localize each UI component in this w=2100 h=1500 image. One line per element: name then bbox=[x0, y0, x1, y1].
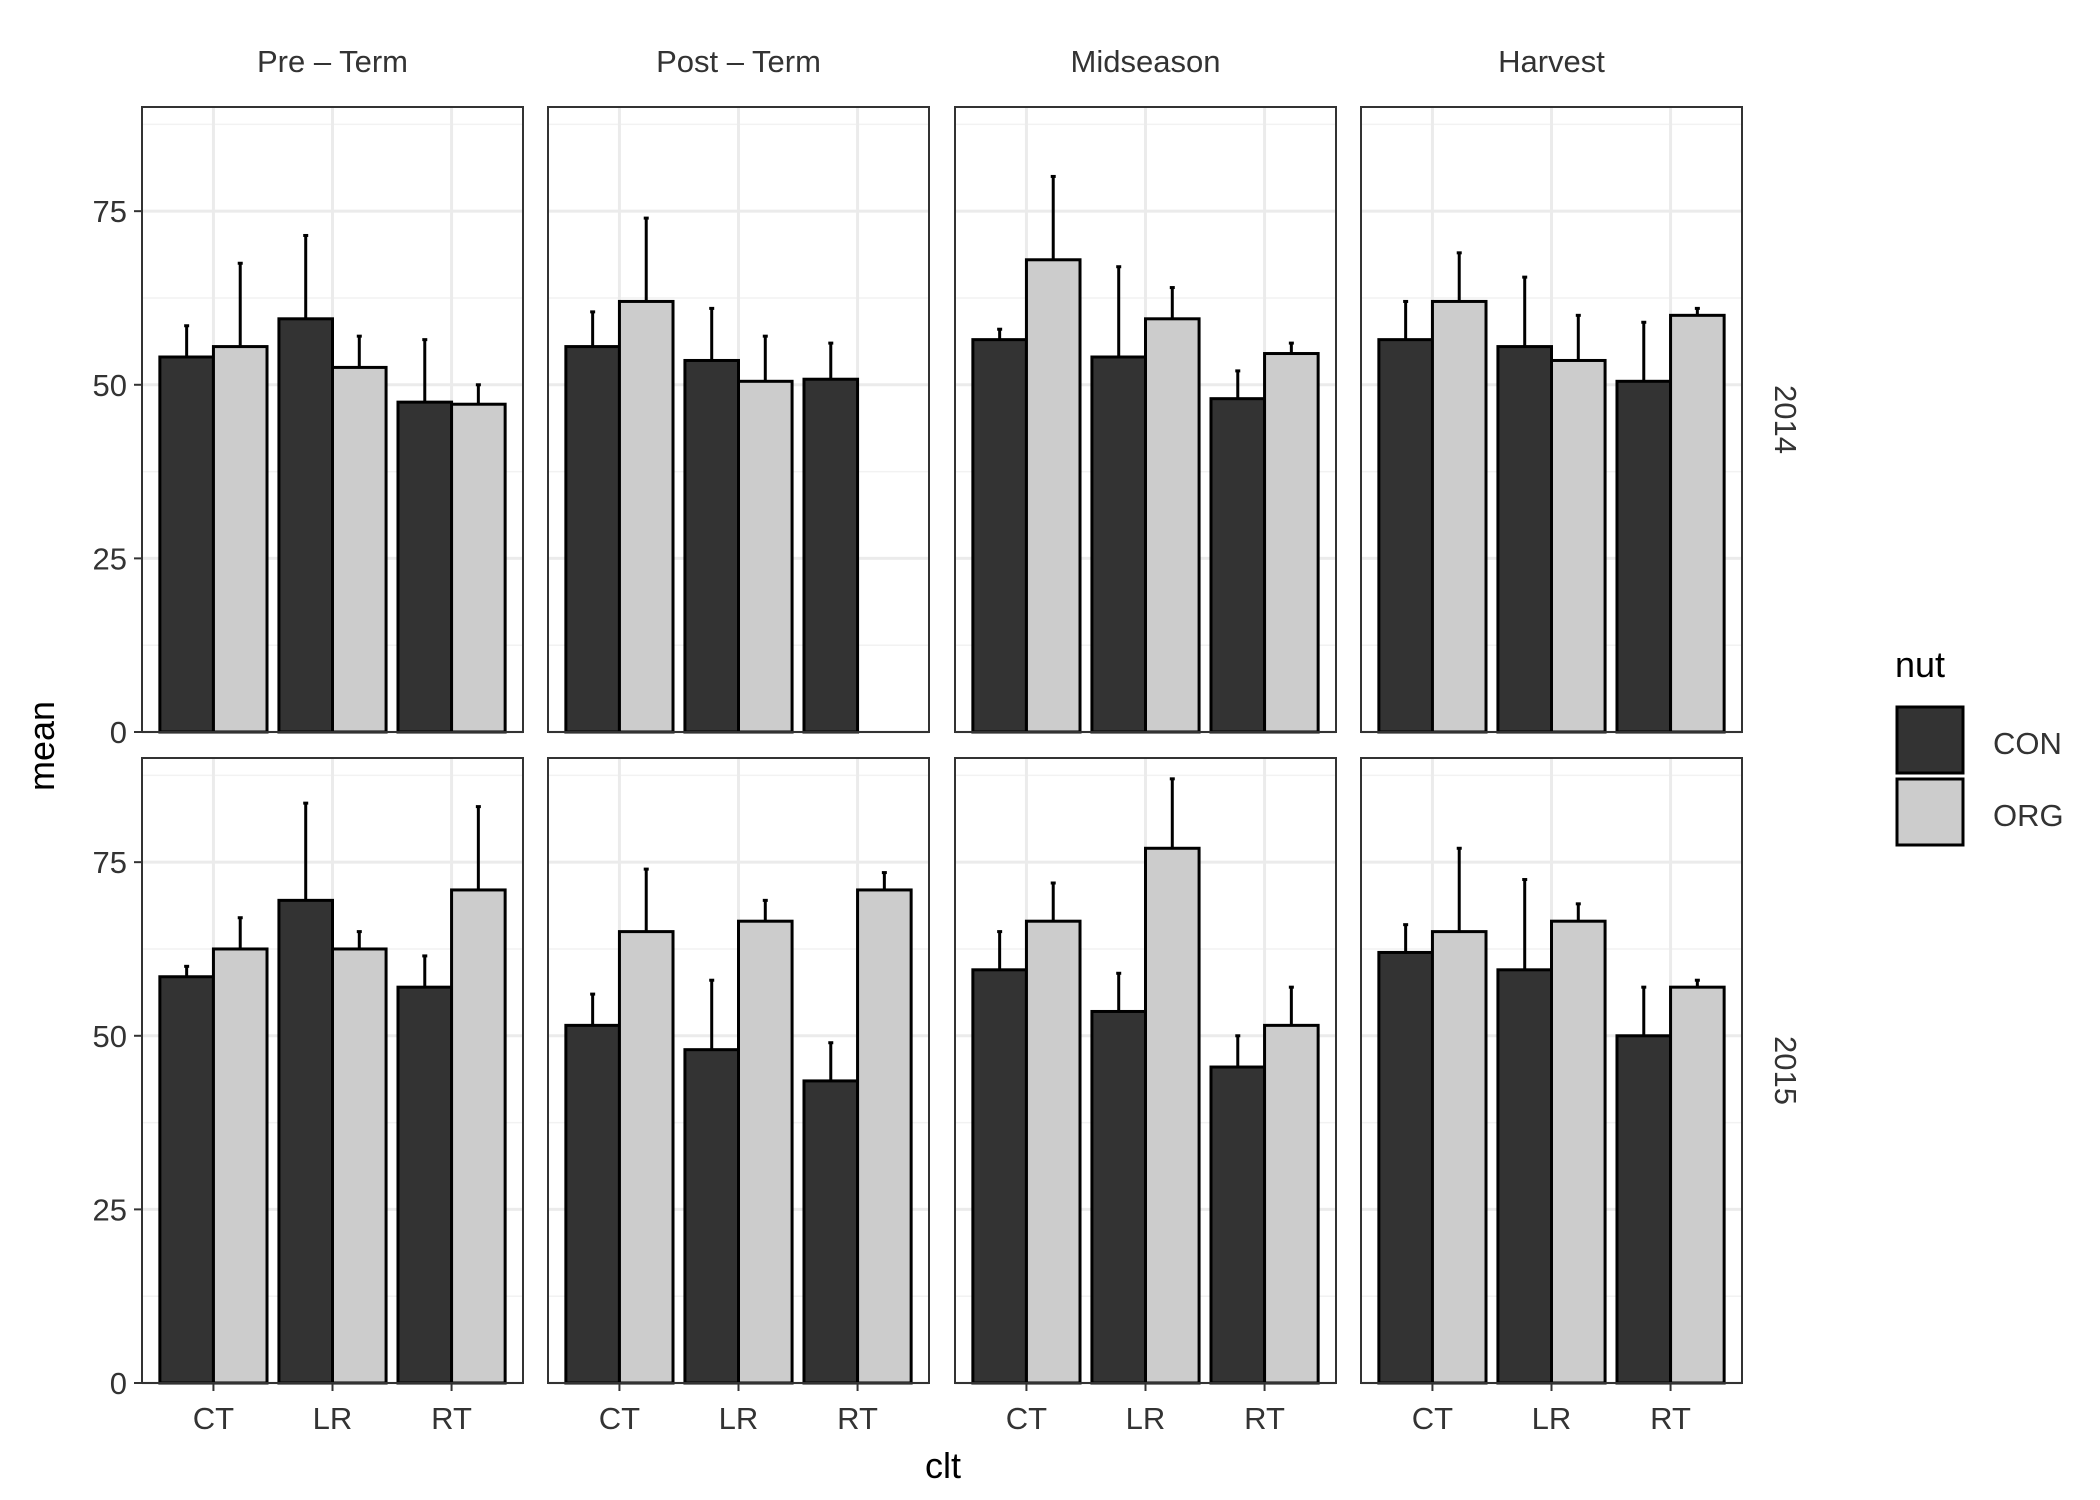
bar-con-ct bbox=[564, 345, 621, 734]
bar-con-lr bbox=[1090, 1009, 1147, 1385]
panel-2014-pre-term bbox=[141, 106, 524, 734]
bar-org-rt bbox=[1263, 352, 1320, 734]
x-tick-label-rt: RT bbox=[1244, 1401, 1285, 1436]
x-tick-label-ct: CT bbox=[1006, 1401, 1047, 1436]
panel-border bbox=[1360, 106, 1743, 733]
x-tick-label-ct: CT bbox=[193, 1401, 234, 1436]
bar-org-ct bbox=[1024, 258, 1082, 734]
bar-org-ct bbox=[617, 930, 675, 1385]
bar-org-lr bbox=[1550, 919, 1607, 1385]
row-label-2014: 2014 bbox=[1768, 385, 1803, 454]
strip-label-pre-term: Pre – Term bbox=[257, 44, 408, 79]
bar-org-ct bbox=[1430, 930, 1488, 1385]
y-tick-label-25: 25 bbox=[93, 1192, 127, 1227]
bar-con-ct bbox=[971, 968, 1028, 1385]
bar-con-ct bbox=[158, 975, 215, 1385]
x-tick-label-lr: LR bbox=[1532, 1401, 1572, 1436]
strip-label-midseason: Midseason bbox=[1071, 44, 1221, 79]
bar-org-ct bbox=[1430, 299, 1488, 734]
legend: nut CON ORG bbox=[1895, 644, 2064, 847]
panel-border bbox=[954, 106, 1337, 733]
y-tick-label-50: 50 bbox=[93, 368, 127, 403]
bar-con-rt bbox=[1615, 1034, 1673, 1385]
panel-2014-harvest bbox=[1360, 106, 1743, 734]
y-tick-label-25: 25 bbox=[93, 541, 127, 576]
bar-con-ct bbox=[1377, 338, 1434, 734]
bar-con-lr bbox=[1090, 355, 1147, 734]
x-tick-label-rt: RT bbox=[431, 1401, 472, 1436]
legend-label-con: CON bbox=[1993, 726, 2062, 761]
x-tick-label-lr: LR bbox=[1126, 1401, 1166, 1436]
bar-con-lr bbox=[683, 1048, 740, 1385]
bar-con-rt bbox=[396, 985, 454, 1385]
bar-org-ct bbox=[211, 345, 269, 734]
bar-org-ct bbox=[211, 947, 269, 1385]
bar-org-rt bbox=[1669, 985, 1726, 1385]
facet-row-strips: 2014 2015 bbox=[1768, 385, 1803, 1105]
legend-label-org: ORG bbox=[1993, 798, 2064, 833]
bar-con-ct bbox=[564, 1023, 621, 1385]
legend-title: nut bbox=[1895, 644, 1945, 685]
strip-label-harvest: Harvest bbox=[1498, 44, 1605, 79]
bar-con-lr bbox=[683, 358, 740, 734]
bar-con-lr bbox=[1496, 968, 1553, 1385]
y-axes: 0 25 50 75 0 25 50 75 bbox=[93, 194, 142, 1401]
x-axis-title: clt bbox=[925, 1445, 961, 1486]
bar-con-rt bbox=[396, 400, 454, 734]
bar-con-ct bbox=[1377, 950, 1434, 1385]
bar-con-rt bbox=[802, 377, 860, 734]
bar-org-rt bbox=[1669, 313, 1726, 734]
bar-org-rt bbox=[450, 402, 507, 734]
bar-org-lr bbox=[331, 947, 388, 1385]
bar-con-lr bbox=[277, 898, 334, 1385]
y-tick-label-50: 50 bbox=[93, 1019, 127, 1054]
bar-org-lr bbox=[1144, 317, 1201, 734]
bar-org-rt bbox=[450, 888, 507, 1385]
panel-2015-midseason bbox=[954, 757, 1337, 1385]
x-tick-label-lr: LR bbox=[719, 1401, 759, 1436]
x-tick-label-ct: CT bbox=[1412, 1401, 1453, 1436]
bar-con-rt bbox=[1209, 397, 1267, 734]
x-tick-label-lr: LR bbox=[313, 1401, 353, 1436]
bar-con-rt bbox=[1615, 379, 1673, 734]
y-tick-label-0: 0 bbox=[110, 715, 127, 750]
panel-2014-post-term bbox=[547, 106, 930, 734]
legend-key-org bbox=[1895, 777, 1965, 847]
y-tick-label-75: 75 bbox=[93, 845, 127, 880]
x-tick-label-ct: CT bbox=[599, 1401, 640, 1436]
bar-con-ct bbox=[971, 338, 1028, 734]
panel-2015-post-term bbox=[547, 757, 930, 1385]
y-tick-label-75: 75 bbox=[93, 194, 127, 229]
y-axis-title: mean bbox=[21, 701, 62, 791]
x-tick-label-rt: RT bbox=[837, 1401, 878, 1436]
y-tick-label-0: 0 bbox=[110, 1366, 127, 1401]
bar-org-lr bbox=[331, 365, 388, 734]
row-label-2015: 2015 bbox=[1768, 1036, 1803, 1105]
panel-border bbox=[141, 106, 524, 733]
legend-key-con bbox=[1895, 705, 1965, 775]
bar-con-lr bbox=[1496, 345, 1553, 734]
chart-panels bbox=[141, 106, 1743, 1385]
bar-org-lr bbox=[1144, 846, 1201, 1385]
strip-label-post-term: Post – Term bbox=[656, 44, 821, 79]
bar-org-lr bbox=[737, 379, 794, 734]
bar-org-lr bbox=[737, 919, 794, 1385]
bar-con-rt bbox=[1209, 1065, 1267, 1385]
panel-2014-midseason bbox=[954, 106, 1337, 734]
bar-org-ct bbox=[617, 299, 675, 734]
bar-org-lr bbox=[1550, 358, 1607, 734]
x-axes: CT LR RT CT LR RT CT LR RT CT LR RT bbox=[193, 1383, 1691, 1436]
x-tick-label-rt: RT bbox=[1650, 1401, 1691, 1436]
panel-2015-harvest bbox=[1360, 757, 1743, 1385]
bar-con-ct bbox=[158, 355, 215, 734]
facet-column-strips: Pre – Term Post – Term Midseason Harvest bbox=[257, 44, 1605, 79]
bar-con-rt bbox=[802, 1079, 860, 1385]
panel-border bbox=[547, 106, 930, 733]
bar-org-rt bbox=[1263, 1023, 1320, 1385]
bar-org-ct bbox=[1024, 919, 1082, 1385]
bar-con-lr bbox=[277, 317, 334, 734]
bar-org-rt bbox=[856, 888, 913, 1385]
panel-2015-pre-term bbox=[141, 757, 524, 1385]
